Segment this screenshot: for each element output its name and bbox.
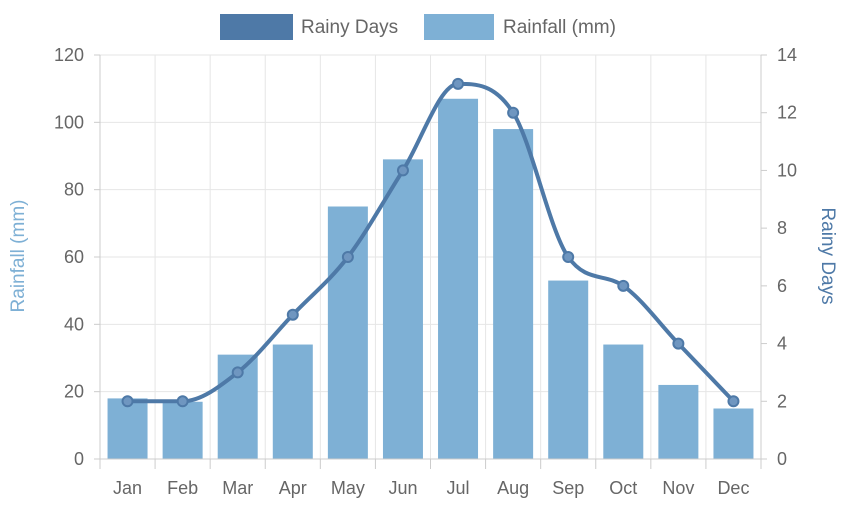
left-tick-label: 20 [64, 382, 84, 402]
rainy-days-point[interactable] [727, 395, 740, 408]
left-tick-label: 100 [54, 112, 84, 132]
rainy-days-point[interactable] [341, 251, 354, 263]
legend-label-rainfall[interactable]: Rainfall (mm) [503, 17, 616, 38]
left-tick-label: 40 [64, 314, 84, 334]
x-tick-label: May [331, 478, 365, 498]
left-tick-label: 80 [64, 180, 84, 200]
rainy-days-line [121, 77, 740, 408]
x-tick-label: Feb [167, 478, 198, 498]
rainy-days-point[interactable] [562, 251, 575, 263]
rainfall-bar[interactable] [107, 398, 148, 459]
x-tick-label: Oct [609, 478, 637, 498]
x-tick-label: Mar [222, 478, 253, 498]
rainfall-bar[interactable] [658, 384, 699, 459]
right-tick-label: 10 [777, 160, 797, 180]
rainy-days-point[interactable] [176, 395, 189, 408]
left-tick-label: 120 [54, 45, 84, 65]
rainy-days-point[interactable] [672, 337, 685, 350]
x-tick-label: Jun [388, 478, 417, 498]
axes: 0 20 40 60 80 100 120 0 2 4 6 8 10 12 14 Jan Feb Mar Apr Ma… [54, 45, 797, 498]
x-tick-label: Jul [447, 478, 470, 498]
x-tick-label: Apr [279, 478, 307, 498]
right-tick-label: 2 [777, 391, 787, 411]
x-tick-label: Sep [552, 478, 584, 498]
rainfall-bar[interactable] [713, 408, 754, 460]
rainy-days-point[interactable] [286, 308, 299, 321]
right-tick-label: 14 [777, 45, 797, 65]
x-tick-label: Aug [497, 478, 529, 498]
legend-swatch-rainy-days[interactable] [220, 14, 293, 40]
left-tick-label: 0 [74, 449, 84, 469]
rainfall-bar[interactable] [438, 98, 479, 460]
rainfall-bar[interactable] [272, 344, 313, 459]
rainy-days-point[interactable] [617, 279, 630, 292]
right-axis-title: Rainy Days [817, 207, 838, 304]
rainfall-bar[interactable] [162, 401, 203, 459]
left-tick-label: 60 [64, 247, 84, 267]
rainy-days-point[interactable] [507, 106, 520, 119]
x-tick-label: Dec [717, 478, 749, 498]
rainy-days-point[interactable] [231, 366, 244, 379]
rainy-days-point[interactable] [396, 164, 409, 177]
right-tick-label: 0 [777, 449, 787, 469]
right-tick-label: 6 [777, 276, 787, 296]
rainfall-bar[interactable] [382, 159, 423, 459]
rainfall-bar[interactable] [603, 344, 644, 459]
grid-lines [99, 54, 762, 460]
legend-swatch-rainfall[interactable] [424, 14, 494, 40]
right-tick-label: 4 [777, 334, 787, 354]
rainfall-bars [107, 98, 754, 460]
rainfall-bar[interactable] [548, 280, 589, 459]
x-tick-label: Jan [113, 478, 142, 498]
right-tick-label: 12 [777, 103, 797, 123]
rainy-days-point[interactable] [452, 77, 465, 90]
rainfall-bar[interactable] [327, 206, 368, 460]
legend: Rainy Days Rainfall (mm) [220, 14, 616, 40]
left-axis-title: Rainfall (mm) [8, 200, 29, 313]
rainy-days-point[interactable] [121, 395, 134, 408]
x-tick-label: Nov [662, 478, 694, 498]
rainfall-bar[interactable] [493, 129, 534, 460]
right-tick-label: 8 [777, 218, 787, 238]
legend-label-rainy-days[interactable]: Rainy Days [301, 17, 398, 38]
